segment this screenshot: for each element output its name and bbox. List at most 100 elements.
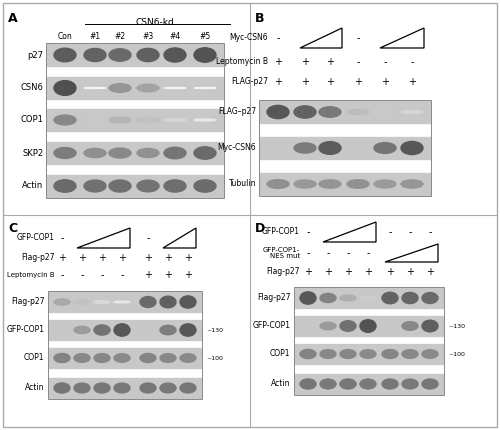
Text: CSN6-kd: CSN6-kd	[136, 18, 174, 27]
Ellipse shape	[160, 383, 176, 393]
Text: #1: #1	[90, 32, 101, 41]
Text: -: -	[306, 248, 310, 258]
Text: -: -	[146, 233, 150, 243]
Ellipse shape	[114, 383, 130, 393]
Text: C: C	[8, 222, 17, 235]
Text: ~100: ~100	[448, 351, 466, 356]
Text: +: +	[164, 253, 172, 263]
Text: Flag-p27: Flag-p27	[22, 254, 55, 262]
Ellipse shape	[320, 322, 336, 330]
Ellipse shape	[422, 379, 438, 389]
Text: Actin: Actin	[271, 380, 290, 388]
Bar	[49, 378, 201, 398]
Ellipse shape	[54, 353, 70, 362]
Ellipse shape	[194, 147, 216, 159]
Text: D: D	[255, 222, 265, 235]
Text: GFP-COP1: GFP-COP1	[17, 233, 55, 243]
Text: Flag-p27: Flag-p27	[11, 298, 44, 307]
Text: FLAG–p27: FLAG–p27	[218, 108, 256, 117]
Ellipse shape	[84, 49, 106, 61]
Text: -: -	[276, 33, 280, 43]
Text: -: -	[100, 270, 104, 280]
Ellipse shape	[109, 117, 131, 123]
Ellipse shape	[94, 301, 110, 304]
Ellipse shape	[294, 106, 316, 118]
Bar	[295, 316, 443, 336]
Text: +: +	[381, 77, 389, 87]
Bar	[48, 77, 222, 99]
Text: COP1: COP1	[24, 353, 44, 362]
Text: +: +	[364, 267, 372, 277]
Text: Actin: Actin	[22, 181, 44, 190]
Text: +: +	[408, 77, 416, 87]
Ellipse shape	[422, 292, 438, 304]
Bar	[48, 175, 222, 197]
Ellipse shape	[401, 141, 423, 155]
Text: COP1: COP1	[270, 350, 290, 359]
Text: -: -	[346, 248, 350, 258]
Ellipse shape	[180, 383, 196, 393]
Text: +: +	[326, 77, 334, 87]
Text: +: +	[58, 253, 66, 263]
Ellipse shape	[401, 180, 423, 188]
Text: +: +	[344, 267, 352, 277]
Text: ~100: ~100	[206, 356, 224, 360]
Text: +: +	[184, 270, 192, 280]
Ellipse shape	[340, 321, 356, 331]
Ellipse shape	[137, 117, 159, 123]
Ellipse shape	[74, 353, 90, 362]
Ellipse shape	[54, 81, 76, 95]
Ellipse shape	[300, 379, 316, 389]
Text: COP1: COP1	[20, 116, 44, 125]
Ellipse shape	[267, 105, 289, 119]
Ellipse shape	[137, 180, 159, 192]
Text: GFP-COP1: GFP-COP1	[262, 227, 300, 236]
Text: -: -	[80, 270, 84, 280]
Ellipse shape	[137, 84, 159, 92]
Text: p27: p27	[28, 50, 44, 59]
Bar	[295, 344, 443, 364]
Ellipse shape	[74, 300, 90, 304]
Text: A: A	[8, 12, 18, 25]
Text: +: +	[118, 253, 126, 263]
Ellipse shape	[422, 350, 438, 358]
Ellipse shape	[164, 48, 186, 62]
Text: GFP-COP1: GFP-COP1	[252, 322, 290, 331]
Text: Tubulin: Tubulin	[229, 179, 256, 188]
Text: -: -	[410, 57, 414, 67]
Ellipse shape	[160, 325, 176, 335]
Text: GFP-COP1-
NES mut: GFP-COP1- NES mut	[263, 246, 300, 259]
Ellipse shape	[84, 148, 106, 158]
Bar	[260, 100, 430, 196]
Bar	[295, 288, 443, 308]
Ellipse shape	[360, 350, 376, 358]
Text: #4: #4	[170, 32, 180, 41]
Ellipse shape	[140, 353, 156, 362]
Ellipse shape	[319, 180, 341, 188]
Ellipse shape	[114, 354, 130, 362]
Text: -: -	[366, 248, 370, 258]
Text: +: +	[164, 270, 172, 280]
Ellipse shape	[194, 48, 216, 62]
Ellipse shape	[109, 83, 131, 92]
Text: ~130: ~130	[448, 323, 466, 329]
Ellipse shape	[340, 379, 356, 389]
Ellipse shape	[360, 296, 376, 300]
Ellipse shape	[194, 88, 216, 89]
Bar	[260, 173, 430, 195]
Text: -: -	[428, 227, 432, 237]
Text: FLAG-p27: FLAG-p27	[231, 77, 268, 86]
Ellipse shape	[422, 320, 438, 332]
Text: +: +	[78, 253, 86, 263]
Text: Leptomycin B: Leptomycin B	[216, 58, 268, 67]
Text: CSN6: CSN6	[20, 83, 44, 92]
Bar	[48, 44, 222, 66]
Ellipse shape	[84, 118, 106, 122]
Ellipse shape	[54, 48, 76, 62]
Text: -: -	[356, 33, 360, 43]
Ellipse shape	[382, 292, 398, 304]
Ellipse shape	[319, 107, 341, 117]
Ellipse shape	[320, 379, 336, 389]
Ellipse shape	[347, 180, 369, 188]
Bar	[294, 287, 444, 395]
